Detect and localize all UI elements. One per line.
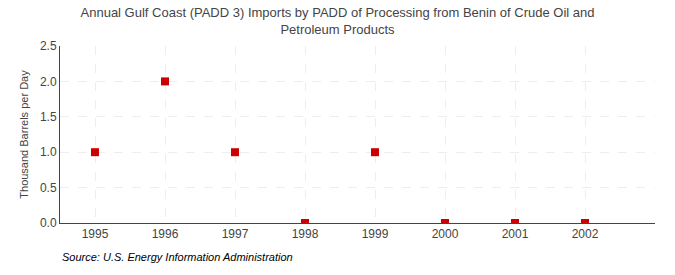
svg-text:1995: 1995	[82, 227, 109, 241]
svg-text:Source: U.S. Energy Informatio: Source: U.S. Energy Information Administ…	[62, 251, 293, 263]
svg-text:1999: 1999	[362, 227, 389, 241]
svg-text:Thousand Barrels per Day: Thousand Barrels per Day	[18, 70, 30, 199]
svg-text:1.0: 1.0	[40, 145, 57, 159]
svg-text:1996: 1996	[152, 227, 179, 241]
svg-text:Annual Gulf Coast (PADD 3) Imp: Annual Gulf Coast (PADD 3) Imports by PA…	[81, 5, 595, 37]
svg-text:2000: 2000	[432, 227, 459, 241]
svg-text:1998: 1998	[292, 227, 319, 241]
svg-text:1997: 1997	[222, 227, 249, 241]
svg-text:2002: 2002	[572, 227, 599, 241]
svg-text:0.5: 0.5	[40, 181, 57, 195]
svg-text:2.0: 2.0	[40, 75, 57, 89]
svg-text:1.5: 1.5	[40, 110, 57, 124]
svg-text:2.5: 2.5	[40, 39, 57, 53]
svg-text:2001: 2001	[502, 227, 529, 241]
svg-text:0.0: 0.0	[40, 216, 57, 230]
